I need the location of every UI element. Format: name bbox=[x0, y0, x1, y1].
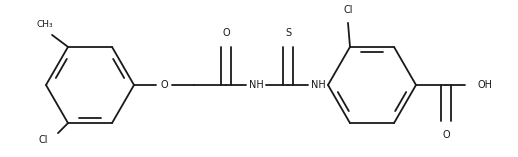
Text: S: S bbox=[285, 28, 291, 38]
Text: Cl: Cl bbox=[343, 5, 353, 15]
Text: NH: NH bbox=[311, 80, 325, 90]
Text: NH: NH bbox=[249, 80, 263, 90]
Text: CH₃: CH₃ bbox=[37, 20, 53, 29]
Text: OH: OH bbox=[478, 80, 493, 90]
Text: O: O bbox=[442, 130, 450, 140]
Text: O: O bbox=[160, 80, 168, 90]
Text: Cl: Cl bbox=[38, 135, 48, 145]
Text: O: O bbox=[222, 28, 230, 38]
